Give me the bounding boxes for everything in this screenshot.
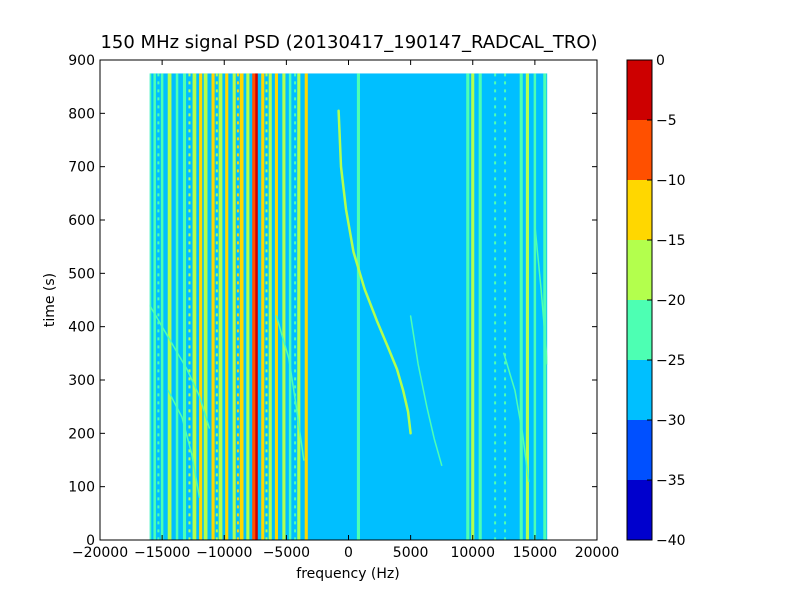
spectral-line bbox=[519, 73, 523, 540]
spectral-line bbox=[182, 73, 187, 540]
spectral-line bbox=[175, 73, 179, 540]
colorbar-tick-label: −20 bbox=[656, 293, 686, 309]
colorbar-segment bbox=[627, 480, 652, 540]
doppler-drift-curve bbox=[149, 304, 211, 429]
x-tick-label: 0 bbox=[344, 545, 353, 561]
spectral-line bbox=[225, 73, 229, 540]
colorbar-segment bbox=[627, 360, 652, 420]
x-tick-label: −20000 bbox=[72, 545, 128, 561]
spectral-line bbox=[232, 73, 236, 540]
colorbar-tick-label: −40 bbox=[656, 533, 686, 549]
y-tick-label: 400 bbox=[68, 320, 95, 336]
spectral-line bbox=[268, 73, 272, 540]
spectral-line bbox=[255, 73, 258, 540]
colorbar-segment bbox=[627, 240, 652, 300]
doppler-drift-curve bbox=[534, 224, 548, 365]
colorbar-tick-label: −30 bbox=[656, 413, 686, 429]
x-tick-label: −10000 bbox=[196, 545, 252, 561]
y-tick-label: 100 bbox=[68, 480, 95, 496]
colorbar-tick-label: −35 bbox=[656, 473, 686, 489]
heatmap-background bbox=[149, 73, 548, 540]
colorbar-segment bbox=[627, 60, 652, 120]
x-tick-label: 5000 bbox=[393, 545, 429, 561]
spectral-line bbox=[466, 73, 470, 540]
chart-title: 150 MHz signal PSD (20130417_190147_RADC… bbox=[100, 32, 597, 53]
spectral-line bbox=[478, 73, 482, 540]
spectral-line bbox=[297, 73, 301, 540]
spectral-line bbox=[252, 73, 256, 540]
spectral-line bbox=[471, 73, 475, 540]
spectral-line bbox=[533, 73, 537, 540]
spectral-line bbox=[282, 73, 286, 540]
doppler-drift-curve bbox=[167, 389, 201, 499]
colorbar: 0 −5 −10 −15 −20 −25 −30 −35 −40 bbox=[626, 53, 686, 549]
spectral-line bbox=[274, 73, 278, 540]
spectral-line bbox=[543, 73, 547, 540]
colorbar-segment bbox=[627, 180, 652, 240]
spectral-line bbox=[261, 73, 265, 540]
spectral-line bbox=[239, 73, 244, 540]
y-tick-label: 200 bbox=[68, 426, 95, 442]
spectral-line bbox=[167, 73, 172, 540]
spectral-line bbox=[192, 73, 197, 540]
x-tick-label: 20000 bbox=[575, 545, 620, 561]
x-tick-label: 10000 bbox=[450, 545, 495, 561]
spectral-line bbox=[288, 73, 292, 540]
colorbar-tick-label: 0 bbox=[656, 53, 665, 69]
colorbar-tick-label: −10 bbox=[656, 173, 686, 189]
plot-area: −20000 −15000 −10000 −5000 0 5000 10000 15000 20… bbox=[68, 53, 619, 561]
y-tick-label: 900 bbox=[68, 53, 95, 69]
spectral-line bbox=[304, 73, 308, 540]
x-axis-label: frequency (Hz) bbox=[296, 566, 399, 582]
x-tick-label: −15000 bbox=[134, 545, 190, 561]
colorbar-tick-label: −15 bbox=[656, 233, 686, 249]
x-tick-label: −5000 bbox=[263, 545, 310, 561]
colorbar-tick-label: −25 bbox=[656, 353, 686, 369]
y-tick-label: 0 bbox=[86, 533, 95, 549]
x-tick-label: 15000 bbox=[513, 545, 558, 561]
colorbar-segment bbox=[627, 120, 652, 180]
y-axis-label: time (s) bbox=[42, 273, 58, 327]
spectral-line bbox=[153, 73, 156, 540]
spectral-line bbox=[218, 73, 223, 540]
spectral-line bbox=[211, 73, 215, 540]
spectral-line bbox=[356, 73, 360, 540]
y-tick-label: 500 bbox=[68, 266, 95, 282]
y-tick-label: 300 bbox=[68, 373, 95, 389]
colorbar-segment bbox=[627, 420, 652, 480]
heatmap-layer bbox=[149, 73, 548, 540]
y-axis: 0 100 200 300 400 500 600 700 800 900 bbox=[68, 53, 597, 549]
doppler-drift-curve bbox=[337, 109, 412, 435]
colorbar-segment bbox=[627, 300, 652, 360]
spectral-line bbox=[203, 73, 208, 540]
doppler-drift-curve bbox=[503, 352, 530, 483]
spectral-line bbox=[525, 73, 529, 540]
spectral-line bbox=[199, 73, 203, 540]
colorbar-tick-label: −5 bbox=[656, 113, 677, 129]
y-tick-label: 600 bbox=[68, 213, 95, 229]
doppler-drift-curve bbox=[275, 315, 305, 461]
doppler-drift-curve bbox=[409, 315, 443, 467]
spectral-line bbox=[246, 73, 250, 540]
spectral-line bbox=[160, 73, 164, 540]
x-axis: −20000 −15000 −10000 −5000 0 5000 10000 15000 20… bbox=[72, 60, 619, 561]
y-tick-label: 800 bbox=[68, 106, 95, 122]
y-tick-label: 700 bbox=[68, 160, 95, 176]
